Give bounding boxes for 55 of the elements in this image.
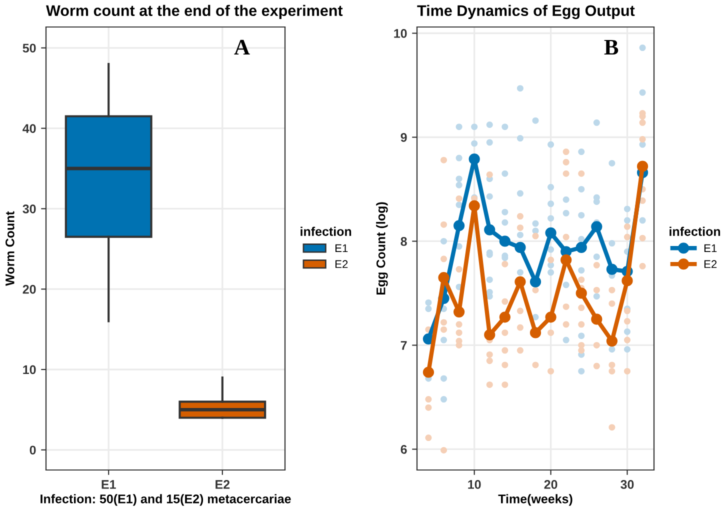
point — [530, 327, 542, 338]
point — [484, 224, 496, 236]
point — [606, 264, 618, 275]
point — [468, 200, 480, 212]
y-tick-label: 30 — [22, 204, 36, 214]
point — [560, 254, 572, 266]
y-tick-label: 8 — [400, 237, 407, 246]
point — [438, 272, 450, 284]
y-axis-title: Egg Count (log) — [376, 202, 388, 295]
x-tick-label: E1 — [102, 480, 116, 489]
point — [636, 160, 648, 172]
point — [468, 154, 480, 165]
legend-title: infection — [300, 226, 352, 236]
point — [606, 335, 618, 347]
y-tick-label: 9 — [400, 133, 407, 142]
point — [499, 236, 510, 247]
legend-label: E1 — [335, 244, 348, 252]
point — [499, 312, 510, 323]
legend-label: E2 — [704, 260, 717, 268]
y-tick-label: 0 — [30, 446, 36, 455]
y-tick-label: 50 — [22, 44, 36, 53]
annotation: B — [604, 40, 618, 55]
annotation: A — [234, 40, 250, 54]
point — [514, 276, 526, 288]
y-tick-label: 40 — [22, 124, 36, 133]
y-axis-title: Worm Count — [6, 211, 14, 286]
x-tick-label: 10 — [468, 480, 481, 489]
x-tick-label: 30 — [620, 480, 634, 489]
point — [484, 329, 496, 340]
point — [576, 288, 587, 299]
point — [530, 276, 542, 288]
chart-title: Time Dynamics of Egg Output — [417, 4, 635, 20]
point — [514, 242, 526, 254]
chart-title: Worm count at the end of the experiment — [46, 4, 343, 20]
y-tick-label: 10 — [23, 365, 36, 374]
point — [576, 242, 587, 254]
point — [622, 275, 633, 286]
point — [591, 221, 602, 232]
x-axis-title: Time(weeks) — [498, 494, 572, 506]
legend-title: infection — [670, 226, 720, 236]
point — [422, 366, 434, 378]
y-tick-label: 6 — [400, 445, 407, 454]
point — [591, 314, 602, 325]
point — [453, 306, 465, 318]
legend-label: E1 — [704, 244, 717, 252]
x-tick-label: E2 — [216, 480, 230, 489]
x-axis-title: Infection: 50(E1) and 15(E2) metacercariae — [40, 494, 291, 506]
point — [453, 220, 465, 232]
point — [545, 312, 556, 323]
point — [545, 227, 556, 238]
y-tick-label: 10 — [394, 29, 407, 38]
y-tick-label: 7 — [400, 341, 407, 350]
x-tick-label: 20 — [544, 480, 558, 489]
y-tick-label: 20 — [22, 284, 36, 294]
legend-label: E2 — [335, 260, 348, 268]
